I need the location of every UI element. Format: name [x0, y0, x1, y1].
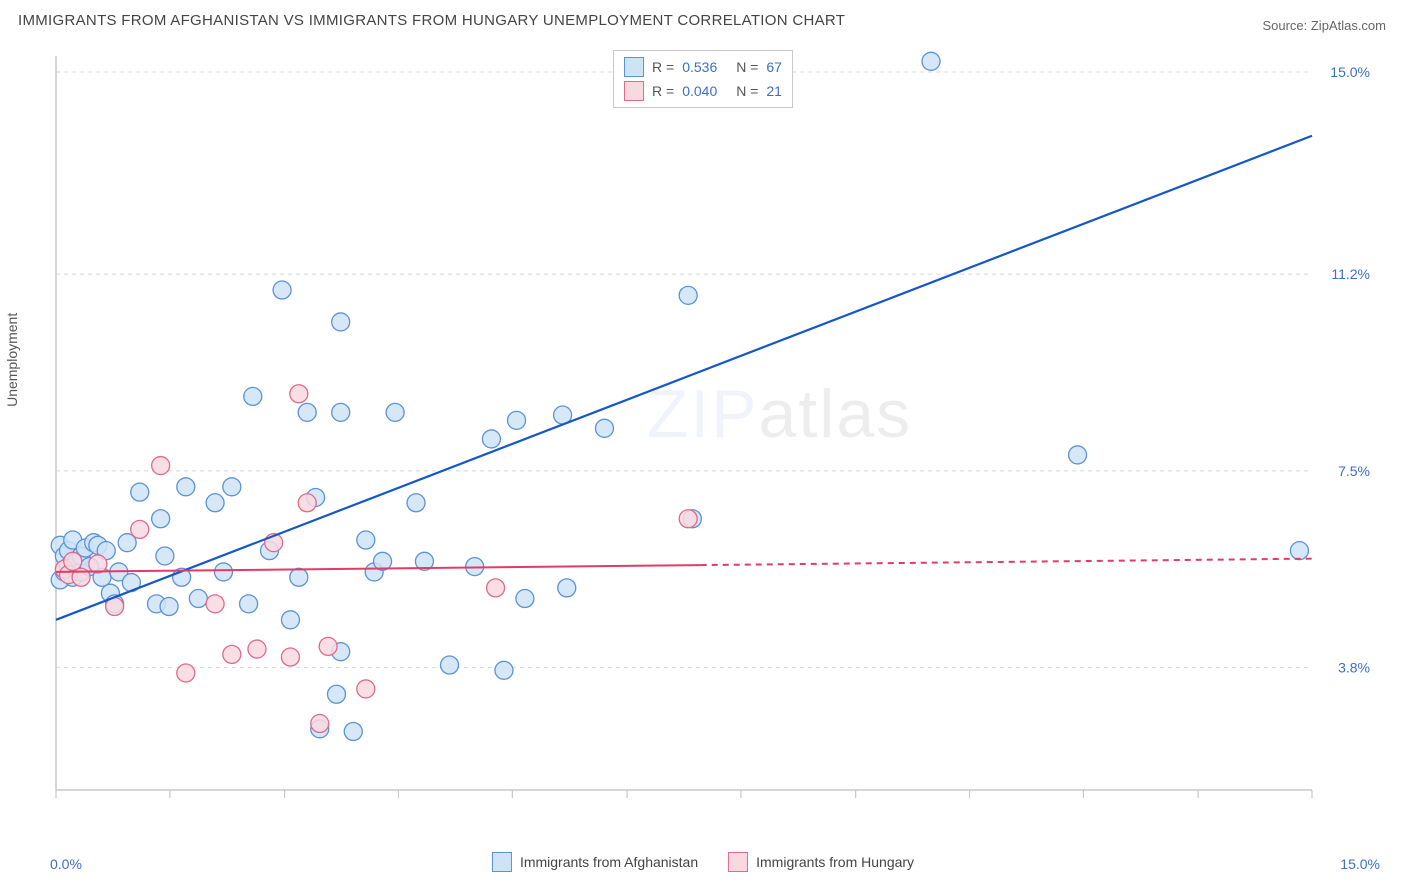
- source-name: ZipAtlas.com: [1311, 18, 1386, 33]
- r-label: R =: [652, 59, 674, 75]
- n-value-hungary: 21: [766, 83, 782, 99]
- legend-item-hungary: Immigrants from Hungary: [728, 852, 914, 872]
- n-value-afghanistan: 67: [766, 59, 782, 75]
- legend-row-afghanistan: R = 0.536 N = 67: [624, 55, 782, 79]
- source-label: Source:: [1262, 18, 1310, 33]
- swatch-hungary: [624, 81, 644, 101]
- y-axis-label: Unemployment: [4, 313, 20, 407]
- n-label: N =: [736, 59, 758, 75]
- chart-title: IMMIGRANTS FROM AFGHANISTAN VS IMMIGRANT…: [18, 12, 845, 29]
- svg-text:7.5%: 7.5%: [1338, 463, 1370, 479]
- source-attribution: Source: ZipAtlas.com: [1262, 18, 1386, 33]
- r-label: R =: [652, 83, 674, 99]
- r-value-hungary: 0.040: [682, 83, 728, 99]
- svg-text:11.2%: 11.2%: [1331, 266, 1370, 282]
- correlation-legend: R = 0.536 N = 67 R = 0.040 N = 21: [613, 50, 793, 108]
- r-value-afghanistan: 0.536: [682, 59, 728, 75]
- swatch-afghanistan: [624, 57, 644, 77]
- series-legend: Immigrants from Afghanistan Immigrants f…: [492, 852, 914, 872]
- swatch-hungary: [728, 852, 748, 872]
- scatter-chart: 3.8% 7.5% 11.2% 15.0%: [50, 50, 1380, 820]
- legend-item-afghanistan: Immigrants from Afghanistan: [492, 852, 698, 872]
- series-name-afghanistan: Immigrants from Afghanistan: [520, 854, 698, 870]
- n-label: N =: [736, 83, 758, 99]
- svg-text:3.8%: 3.8%: [1338, 660, 1370, 676]
- x-axis-min-label: 0.0%: [50, 856, 82, 872]
- swatch-afghanistan: [492, 852, 512, 872]
- x-axis-max-label: 15.0%: [1340, 856, 1380, 872]
- legend-row-hungary: R = 0.040 N = 21: [624, 79, 782, 103]
- svg-text:15.0%: 15.0%: [1330, 64, 1370, 80]
- series-name-hungary: Immigrants from Hungary: [756, 854, 914, 870]
